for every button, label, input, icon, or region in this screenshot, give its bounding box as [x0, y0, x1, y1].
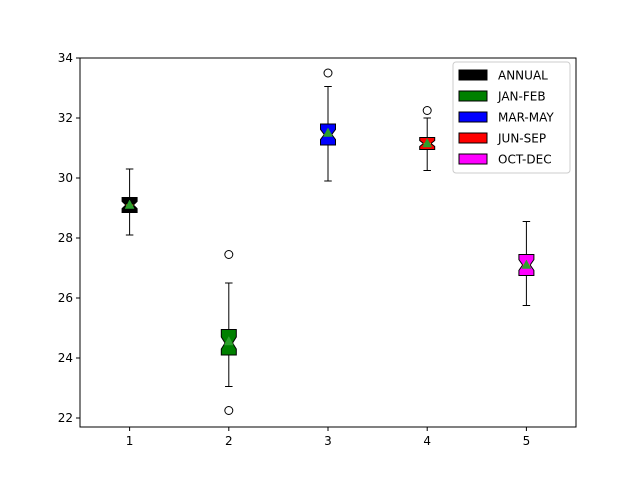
outlier-point	[422, 106, 432, 115]
mean-marker	[323, 127, 333, 137]
legend-box	[452, 61, 571, 174]
box-jan-feb	[220, 250, 237, 415]
box-jun-sep	[419, 106, 436, 171]
legend-swatch	[458, 69, 488, 81]
legend-label: ANNUAL	[498, 69, 548, 83]
y-tick-label: 30	[58, 171, 73, 185]
outlier-point	[224, 406, 234, 415]
y-tick-label: 34	[58, 51, 73, 65]
x-tick-label: 2	[225, 434, 233, 448]
y-tick-label: 28	[58, 231, 73, 245]
y-tick-label: 32	[58, 111, 73, 125]
legend-item: ANNUAL	[458, 69, 548, 83]
box-series	[121, 68, 535, 415]
legend-swatch	[458, 111, 488, 123]
legend-label: JUN-SEP	[497, 132, 546, 146]
y-axis: 22 24 26 28 30 32 34	[58, 51, 80, 425]
legend-item: MAR-MAY	[458, 111, 554, 125]
mean-marker	[422, 137, 433, 148]
box-annual	[121, 168, 138, 236]
x-tick-label: 4	[423, 434, 431, 448]
y-tick-label: 24	[58, 351, 73, 365]
legend-swatch	[458, 132, 488, 144]
mean-marker	[124, 199, 135, 209]
legend-item: OCT-DEC	[458, 153, 552, 167]
x-tick-label: 3	[324, 434, 332, 448]
legend-item: JUN-SEP	[458, 132, 546, 146]
y-tick-label: 26	[58, 291, 73, 305]
legend-label: MAR-MAY	[498, 111, 554, 125]
legend-label: OCT-DEC	[498, 153, 552, 167]
legend-label: JAN-FEB	[497, 90, 546, 104]
outlier-point	[224, 250, 234, 259]
y-tick-label: 22	[58, 411, 73, 425]
x-axis: 1 2 3 4 5	[126, 427, 530, 448]
legend-item: JAN-FEB	[458, 90, 546, 104]
legend-swatch	[458, 90, 488, 102]
box-mar-may	[320, 68, 336, 182]
legend: ANNUAL JAN-FEB MAR-MAY JUN-SEP OCT-DEC	[452, 61, 571, 174]
x-tick-label: 5	[523, 434, 531, 448]
legend-swatch	[458, 153, 488, 165]
mean-marker	[223, 335, 234, 346]
box-oct-dec	[518, 221, 535, 306]
outlier-point	[323, 68, 333, 78]
x-tick-label: 1	[126, 434, 134, 448]
mean-marker	[521, 259, 532, 269]
